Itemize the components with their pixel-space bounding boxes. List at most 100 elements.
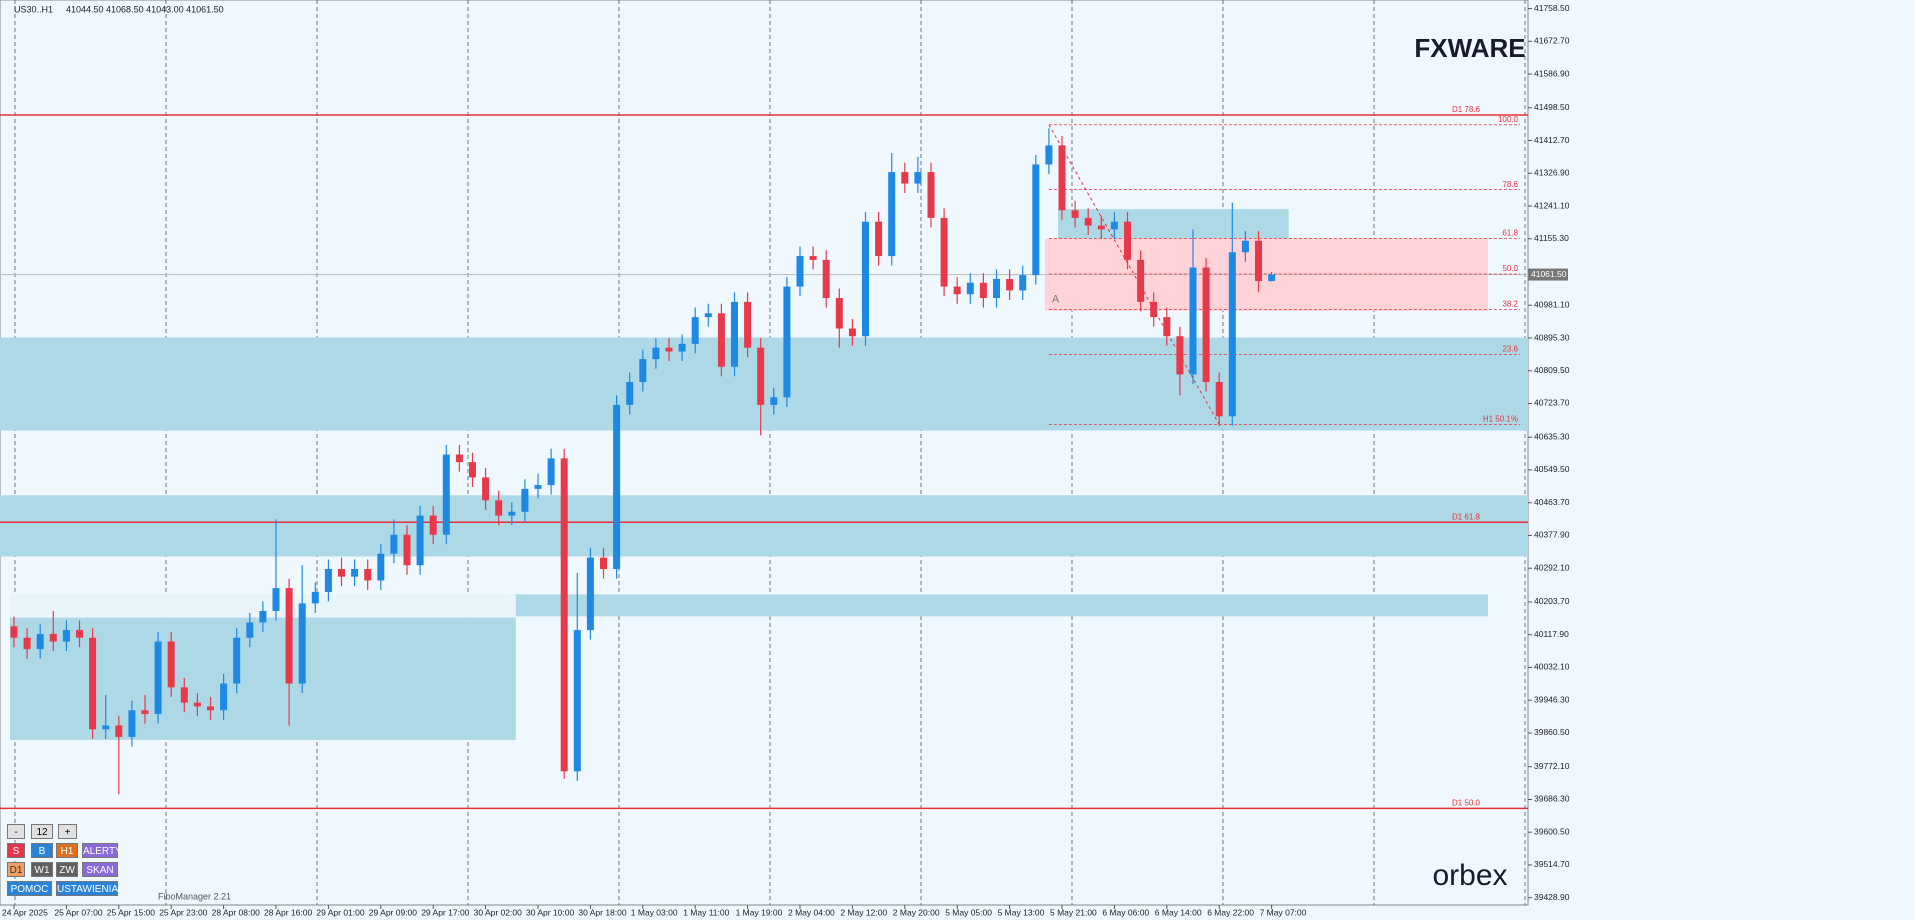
y-tick-label: 39428.90 — [1534, 892, 1570, 902]
candle-body — [1189, 267, 1197, 375]
zone — [10, 617, 516, 740]
candle-body — [691, 317, 699, 344]
x-tick-label: 29 Apr 09:00 — [369, 907, 417, 917]
candle-body — [1045, 145, 1053, 165]
x-tick-label: 1 May 03:00 — [631, 907, 678, 917]
candle-body — [482, 477, 490, 501]
x-tick-label: 24 Apr 2025 — [2, 907, 48, 917]
candle-body — [403, 534, 411, 566]
candle-body — [783, 286, 791, 398]
y-tick-label: 40203.70 — [1534, 596, 1570, 606]
candle-body — [49, 633, 57, 642]
h1-button[interactable]: H1 — [56, 843, 78, 858]
candle-body — [115, 725, 123, 737]
fib-marker: A — [1052, 293, 1060, 305]
y-tick-label: 40549.50 — [1534, 464, 1570, 474]
candle-body — [652, 347, 660, 360]
candle-body — [560, 458, 568, 772]
candle-body — [914, 172, 922, 184]
candle-body — [298, 603, 306, 684]
x-tick-label: 2 May 12:00 — [840, 907, 887, 917]
y-tick-label: 41326.90 — [1534, 168, 1570, 178]
candle-body — [272, 588, 280, 612]
candle-body — [835, 298, 843, 329]
candle-body — [180, 687, 188, 703]
settings-button[interactable]: USTAWIENIA — [56, 881, 118, 896]
fib-label: H1 50.1% — [1483, 414, 1518, 423]
fib-label: 78.6 — [1502, 180, 1518, 189]
x-tick-label: 28 Apr 16:00 — [264, 907, 312, 917]
candle-body — [966, 282, 974, 295]
x-tick-label: 6 May 14:00 — [1155, 907, 1202, 917]
candle-body — [1097, 225, 1105, 230]
y-tick-label: 39600.50 — [1534, 826, 1570, 836]
level-label: D1 50.0 — [1452, 798, 1481, 807]
y-tick-label: 39860.50 — [1534, 727, 1570, 737]
candle-body — [1019, 275, 1027, 291]
candle-body — [220, 683, 228, 711]
y-tick-label: 40723.70 — [1534, 398, 1570, 408]
fib-label: 100.0 — [1498, 115, 1519, 124]
candle-body — [207, 706, 214, 711]
current-price-box — [1528, 268, 1568, 281]
ohlc: 41044.50 41068.50 41043.00 41061.50 — [66, 4, 224, 14]
y-tick-label: 40117.90 — [1534, 629, 1569, 639]
candle-body — [364, 569, 372, 581]
x-tick-label: 2 May 04:00 — [788, 907, 835, 917]
candle-body — [993, 278, 1000, 299]
d1-button[interactable]: D1 — [7, 862, 25, 877]
level-label: D1 61.8 — [1452, 512, 1481, 521]
candle-body — [953, 286, 961, 295]
y-tick-label: 40635.30 — [1534, 431, 1570, 441]
candle-body — [744, 301, 752, 348]
y-tick-label: 39686.30 — [1534, 794, 1570, 804]
sell-button[interactable]: S — [7, 843, 25, 858]
candle-body — [940, 217, 948, 287]
y-tick-label: 40981.10 — [1534, 300, 1570, 310]
scan-button[interactable]: SKAN — [82, 862, 118, 877]
candle-body — [547, 458, 555, 486]
candle-body — [665, 347, 673, 352]
minus-button[interactable]: - — [7, 824, 25, 839]
candle-body — [1255, 240, 1262, 282]
candle-body — [285, 588, 293, 684]
candle-body — [62, 630, 70, 642]
count-button[interactable]: 12 — [31, 824, 53, 839]
x-tick-label: 5 May 21:00 — [1050, 907, 1097, 917]
x-tick-label: 7 May 07:00 — [1260, 907, 1307, 917]
candle-body — [233, 637, 241, 684]
candle-body — [586, 557, 594, 631]
candle-body — [1241, 240, 1249, 253]
y-tick-label: 41241.10 — [1534, 200, 1570, 210]
buy-button[interactable]: B — [31, 843, 53, 858]
y-tick-label: 41758.50 — [1534, 3, 1570, 13]
zw-button[interactable]: ZW — [56, 862, 78, 877]
candle-body — [796, 256, 804, 287]
zone — [0, 495, 1528, 557]
y-tick-label: 41498.50 — [1534, 102, 1570, 112]
candle-body — [246, 622, 254, 638]
plus-button[interactable]: + — [58, 824, 77, 839]
alerts-button[interactable]: ALERTY — [82, 843, 122, 858]
x-tick-label: 29 Apr 01:00 — [316, 907, 364, 917]
candle-body — [1163, 317, 1171, 337]
candle-body — [678, 343, 686, 352]
candle-body — [521, 488, 529, 512]
y-tick-label: 41155.30 — [1534, 233, 1569, 243]
candle-body — [495, 500, 503, 516]
x-tick-label: 30 Apr 02:00 — [474, 907, 522, 917]
x-tick-label: 6 May 06:00 — [1102, 907, 1149, 917]
y-tick-label: 40292.10 — [1534, 562, 1570, 572]
candle-body — [193, 702, 201, 707]
current-price-label: 41061.50 — [1531, 269, 1567, 279]
y-tick-label: 41586.90 — [1534, 68, 1570, 78]
x-tick-label: 6 May 22:00 — [1207, 907, 1254, 917]
candle-body — [377, 553, 385, 581]
candle-body — [311, 591, 319, 604]
y-tick-label: 41672.70 — [1534, 36, 1570, 46]
help-button[interactable]: POMOC — [7, 881, 52, 896]
w1-button[interactable]: W1 — [31, 862, 53, 877]
candle-body — [1176, 336, 1184, 375]
